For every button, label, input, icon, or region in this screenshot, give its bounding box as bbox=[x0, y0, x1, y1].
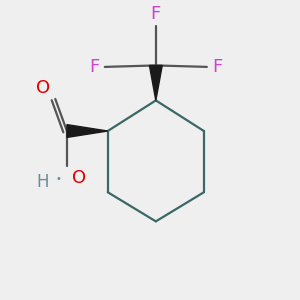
Text: F: F bbox=[89, 58, 100, 76]
Text: H: H bbox=[36, 173, 48, 191]
Polygon shape bbox=[67, 124, 108, 137]
Text: F: F bbox=[151, 4, 161, 22]
Text: •: • bbox=[55, 174, 61, 184]
Text: O: O bbox=[36, 79, 50, 97]
Text: O: O bbox=[72, 169, 86, 188]
Text: F: F bbox=[212, 58, 222, 76]
Polygon shape bbox=[149, 65, 162, 101]
